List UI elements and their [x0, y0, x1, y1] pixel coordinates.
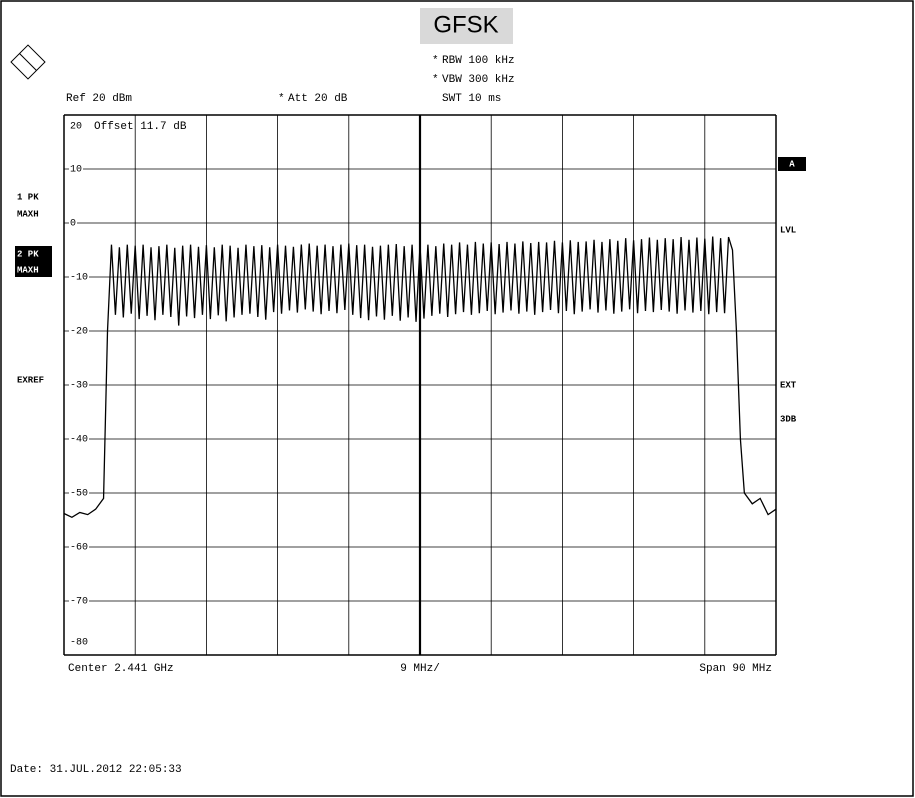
label-bg [69, 596, 90, 608]
trace-label: 2 PK [17, 249, 39, 259]
trace [63, 236, 777, 519]
label-bg [69, 434, 90, 446]
lvl: LVL [780, 225, 796, 235]
trace-label: MAXH [17, 265, 39, 275]
label-bg [69, 542, 90, 554]
y-tick-label: -60 [70, 543, 88, 554]
y-tick-label: -20 [70, 327, 88, 338]
trace-label: MAXH [17, 209, 39, 219]
ext: EXT [780, 380, 797, 390]
exref: EXREF [17, 375, 44, 385]
rbw-flag: * [432, 55, 439, 67]
title: GFSK [433, 11, 498, 38]
logo-line [19, 53, 37, 71]
att: Att 20 dB [288, 93, 348, 105]
trace-label: 1 PK [17, 192, 39, 202]
a-bg [778, 157, 806, 171]
y-tick-label: -80 [70, 638, 88, 649]
y-tick-label: 10 [70, 165, 82, 176]
offset: Offset 11.7 dB [94, 121, 187, 133]
rbw: RBW 100 kHz [442, 55, 515, 67]
div: 9 MHz/ [400, 663, 440, 675]
ref: Ref 20 dBm [66, 93, 132, 105]
y-tick-label: 20 [70, 122, 82, 133]
att-flag: * [278, 93, 285, 105]
vbw: VBW 300 kHz [442, 74, 515, 86]
span: Span 90 MHz [699, 663, 772, 675]
swt: SWT 10 ms [442, 93, 501, 105]
date: Date: 31.JUL.2012 22:05:33 [10, 764, 182, 776]
y-tick-label: -40 [70, 435, 88, 446]
logo [10, 44, 46, 80]
label-bg [69, 164, 84, 176]
label-bg [69, 326, 90, 338]
a-label: A [789, 159, 795, 169]
center: Center 2.441 GHz [68, 663, 174, 675]
label-bg [69, 218, 78, 230]
y-tick-label: 0 [70, 219, 76, 230]
y-tick-label: -50 [70, 489, 88, 500]
y-tick-label: -70 [70, 597, 88, 608]
vbw-flag: * [432, 74, 439, 86]
title-bg [420, 8, 513, 44]
trace-label-bg [15, 246, 52, 277]
3db: 3DB [780, 414, 797, 424]
y-tick-label: -10 [70, 273, 88, 284]
label-bg [69, 380, 90, 392]
label-bg [69, 488, 90, 500]
y-tick-label: -30 [70, 381, 88, 392]
label-bg [69, 272, 90, 284]
